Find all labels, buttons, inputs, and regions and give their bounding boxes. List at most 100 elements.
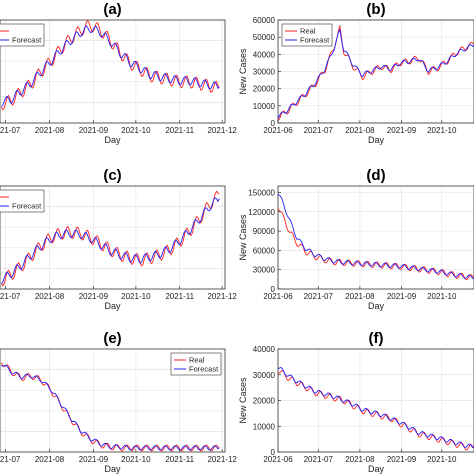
series-line-real [1, 190, 220, 287]
y-axis-label: New Cases [238, 377, 248, 424]
x-tick-label: 2021-08 [345, 292, 375, 301]
x-tick-label: 2021-12 [207, 126, 237, 135]
y-tick-label: 30000 [253, 371, 276, 380]
x-tick-label: 2021-06 [263, 292, 293, 301]
plot-frame [277, 185, 474, 290]
chart-title: (a) [103, 1, 121, 18]
legend: Forecast [0, 23, 45, 47]
legend-box [0, 23, 45, 47]
legend-entry: Real [189, 356, 205, 365]
y-tick-label: 150000 [248, 188, 275, 197]
x-tick-label: 2021-09 [79, 126, 109, 135]
y-tick-label: 40000 [253, 50, 276, 59]
chart-title: (d) [366, 167, 385, 184]
x-tick-label: 2021-06 [263, 455, 293, 464]
series-line-real [277, 370, 474, 451]
plot-frame [0, 185, 226, 290]
x-tick-label: 2021-07 [304, 292, 334, 301]
x-tick-label: 2021-08 [345, 126, 375, 135]
legend: Forecast [0, 189, 45, 213]
x-axis-label: Day [104, 135, 121, 145]
series-line-forecast [1, 364, 220, 451]
series-line-forecast [1, 197, 220, 285]
x-tick-label: 2021-07 [304, 455, 334, 464]
x-tick-label: 2021-08 [35, 126, 65, 135]
chart-title: (b) [366, 1, 385, 18]
series-line-forecast [277, 193, 474, 279]
y-tick-label: 20000 [253, 85, 276, 94]
y-tick-label: 90000 [253, 227, 276, 236]
chart-panel-b: (b) 2021-06 2021-07 2021-08 2021-09 2021-10 0 1… [238, 1, 474, 145]
x-tick-label: 2021-08 [345, 455, 375, 464]
y-tick-label: 50000 [253, 33, 276, 42]
x-tick-label: 2021-10 [121, 126, 151, 135]
legend-box [0, 189, 45, 213]
chart-panel-e: (e) 2021-07 2021-08 2021-09 2021-10 2021-11 20… [0, 330, 237, 474]
plot-frame [0, 348, 226, 453]
x-tick-label: 2021-12 [207, 455, 237, 464]
x-tick-label: 2021-11 [165, 292, 194, 301]
x-tick-label: 2021-09 [387, 126, 417, 135]
y-tick-label: 10000 [253, 422, 276, 431]
y-axis-label: New Cases [238, 214, 248, 261]
series-line-forecast [1, 25, 220, 107]
y-tick-label: 30000 [253, 68, 276, 77]
chart-panel-d: (d) 2021-06 2021-07 2021-08 2021-09 2021-10 0 3… [238, 167, 474, 311]
x-tick-label: 2021-06 [263, 126, 293, 135]
x-tick-label: 2021-07 [0, 292, 21, 301]
chart-title: (f) [369, 330, 384, 347]
x-tick-label: 2021-07 [0, 455, 21, 464]
x-tick-label: 2021-10 [427, 292, 457, 301]
y-tick-label: 40000 [253, 345, 276, 354]
y-tick-label: 0 [271, 448, 276, 457]
x-tick-label: 2021-12 [207, 292, 237, 301]
y-tick-label: 10000 [253, 102, 276, 111]
y-tick-label: 60000 [253, 246, 276, 255]
y-tick-label: 30000 [253, 266, 276, 275]
x-axis-label: Day [104, 301, 121, 311]
x-tick-label: 2021-10 [427, 455, 457, 464]
plot-frame [0, 19, 226, 124]
chart-title: (e) [103, 330, 121, 347]
x-tick-label: 2021-10 [427, 126, 457, 135]
legend-entry: Forecast [12, 202, 42, 211]
x-tick-label: 2021-09 [79, 455, 109, 464]
y-axis-label: New Cases [238, 48, 248, 95]
x-tick-label: 2021-11 [165, 126, 194, 135]
y-tick-label: 0 [271, 119, 276, 128]
chart-panel-c: (c) 2021-07 2021-08 2021-09 2021-10 2021-11 20… [0, 167, 237, 311]
series-line-real [277, 208, 474, 281]
chart-title: (c) [103, 167, 121, 184]
legend-entry: Forecast [12, 36, 42, 45]
x-axis-label: Day [104, 464, 121, 474]
x-axis-label: Day [368, 301, 385, 311]
x-tick-label: 2021-10 [121, 292, 151, 301]
legend-entry: Forecast [189, 365, 219, 374]
x-tick-label: 2021-09 [387, 292, 417, 301]
x-tick-label: 2021-10 [121, 455, 151, 464]
chart-panel-f: (f) 2021-06 2021-07 2021-08 2021-09 2021-10 0 1… [238, 330, 474, 474]
chart-panel-a: (a) 2021-07 2021-08 2021-09 2021-10 2021-11 20… [0, 1, 237, 145]
x-tick-label: 2021-09 [79, 292, 109, 301]
series-line-real [0, 362, 220, 452]
x-tick-label: 2021-11 [165, 455, 194, 464]
x-tick-label: 2021-07 [0, 126, 21, 135]
legend-entry: Forecast [300, 36, 330, 45]
series-line-real [0, 20, 220, 111]
legend-entry: Real [300, 27, 316, 36]
x-tick-label: 2021-07 [304, 126, 334, 135]
series-line-forecast [277, 28, 474, 119]
y-tick-label: 20000 [253, 397, 276, 406]
y-tick-label: 0 [271, 285, 276, 294]
y-tick-label: 120000 [248, 208, 275, 217]
x-axis-label: Day [368, 464, 385, 474]
x-axis-label: Day [368, 135, 385, 145]
series-line-forecast [277, 367, 474, 449]
x-tick-label: 2021-09 [387, 455, 417, 464]
x-tick-label: 2021-08 [35, 455, 65, 464]
y-tick-label: 60000 [253, 16, 276, 25]
x-tick-label: 2021-08 [35, 292, 65, 301]
